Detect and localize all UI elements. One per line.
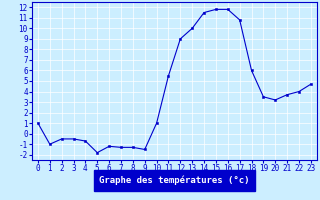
X-axis label: Graphe des températures (°c): Graphe des températures (°c) bbox=[99, 176, 250, 185]
